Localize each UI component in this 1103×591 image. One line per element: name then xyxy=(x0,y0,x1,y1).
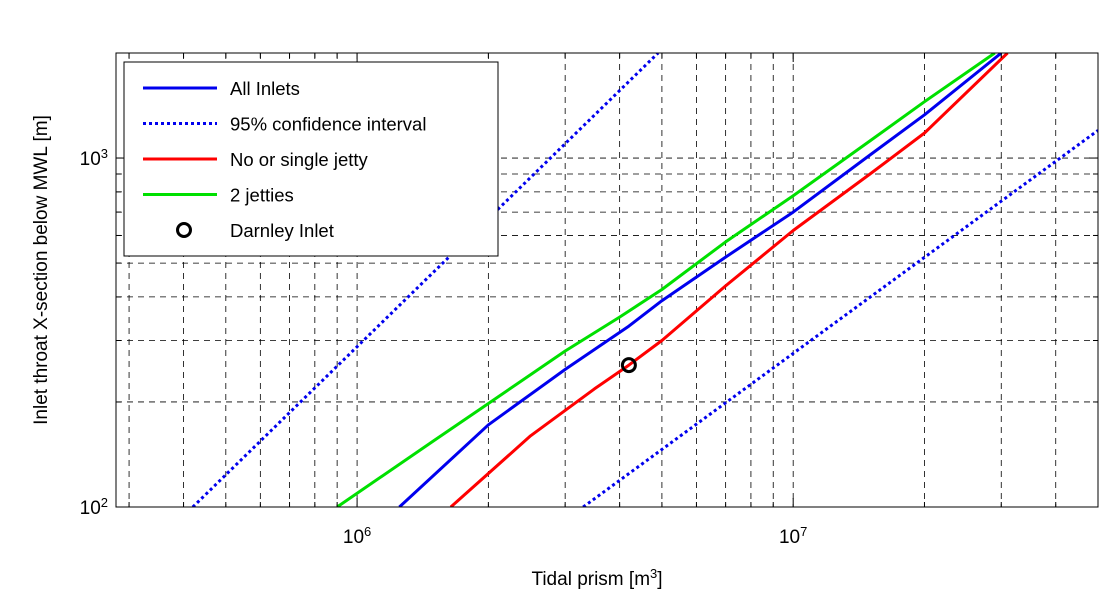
y-axis-label: Inlet throat X-section below MWL [m] xyxy=(31,115,52,425)
series-line-1 xyxy=(191,53,660,507)
series-line-2 xyxy=(582,129,1098,507)
plot-frame xyxy=(115,52,1099,508)
legend-label: All Inlets xyxy=(230,78,300,99)
x-axis-label: Tidal prism [m3] xyxy=(531,566,662,591)
x-tick-label: 106 xyxy=(343,524,371,549)
y-tick-label: 103 xyxy=(80,146,108,171)
series-layer xyxy=(191,53,1098,507)
legend: All Inlets 95% confidence interval No or s… xyxy=(123,61,499,257)
series-line-3 xyxy=(449,53,1009,507)
legend-label: 2 jetties xyxy=(230,185,294,206)
series-line-4 xyxy=(336,53,996,507)
legend-label: No or single jetty xyxy=(230,149,369,170)
ticks: 106 107 102 103 xyxy=(80,52,1099,549)
y-tick-label: 102 xyxy=(80,495,108,520)
marker-darnley-inlet xyxy=(620,357,637,374)
x-axis-label-end: ] xyxy=(657,569,662,590)
legend-marker-icon xyxy=(176,222,192,238)
grid xyxy=(116,53,1098,507)
x-axis-label-sup: 3 xyxy=(650,566,657,581)
marker-layer xyxy=(620,357,637,374)
legend-label: Darnley Inlet xyxy=(230,220,334,241)
legend-label: 95% confidence interval xyxy=(230,114,426,135)
series-line-0 xyxy=(398,53,1003,507)
x-tick-label: 107 xyxy=(779,524,807,549)
x-axis-label-text: Tidal prism [m xyxy=(531,569,650,590)
